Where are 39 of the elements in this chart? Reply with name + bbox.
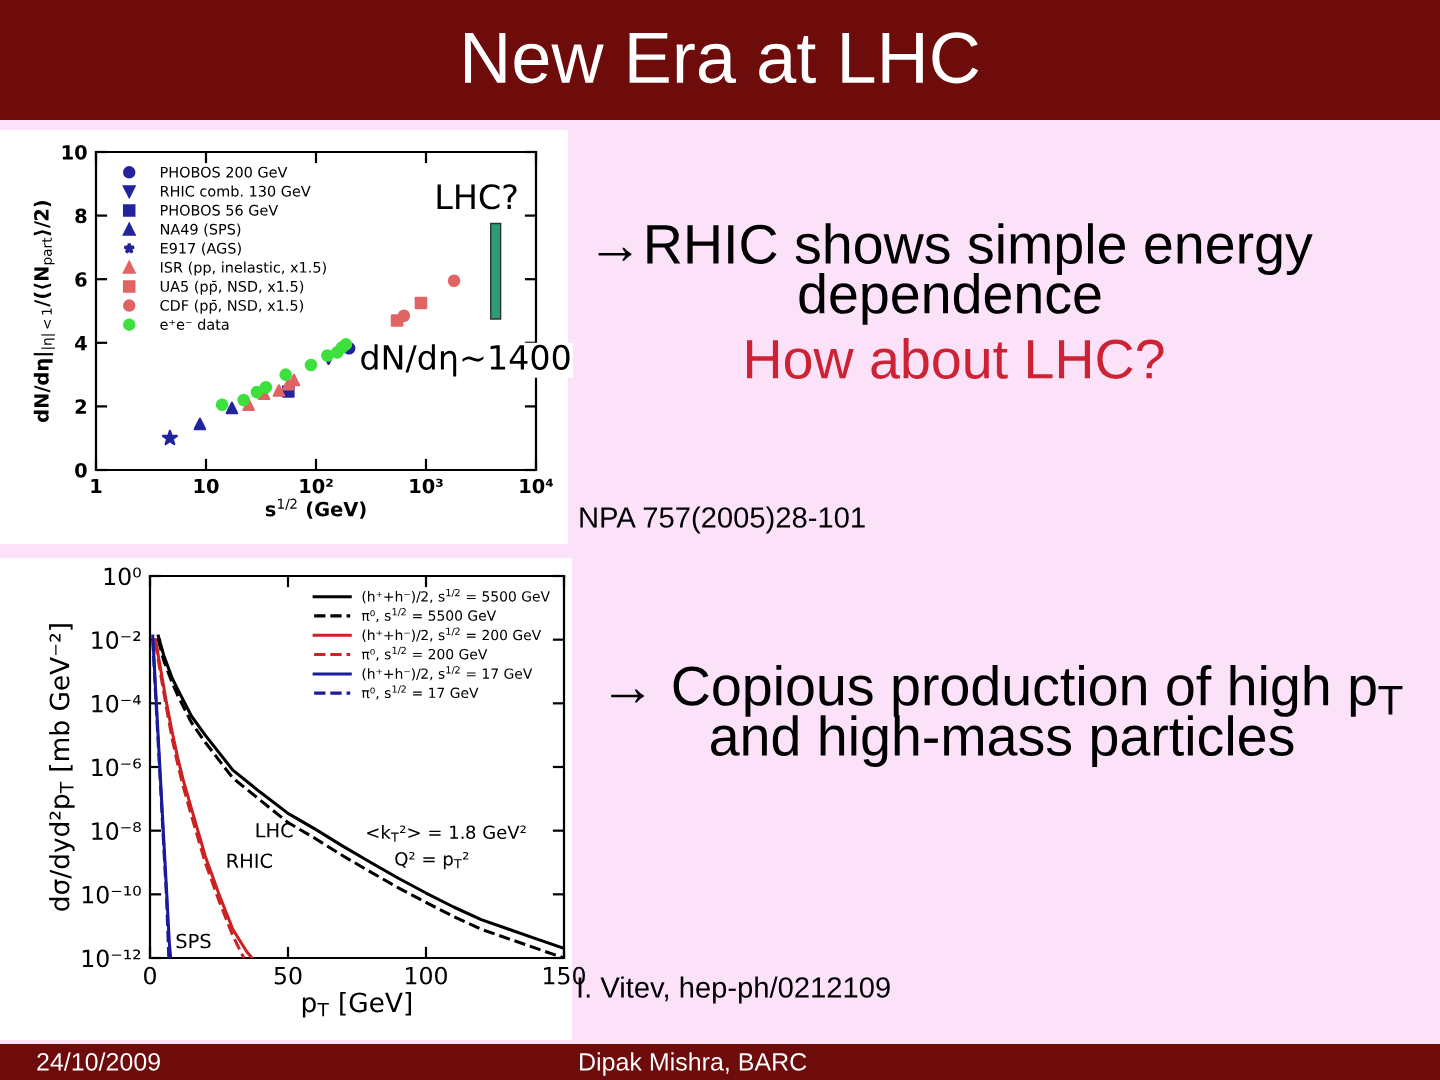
annotation: Q² = p$_{T}$²	[395, 851, 469, 870]
annotation: LHC	[256, 822, 293, 838]
x-tick-label: 10	[194, 478, 219, 494]
text: Dipak Mishra, BARC	[580, 1052, 807, 1076]
x-axis-title: p$_{T}$ [GeV]	[302, 991, 411, 1018]
y-tick-label: 6	[75, 272, 87, 287]
y-tick-label: 10⁻⁶	[92, 758, 141, 777]
y-tick-label: 10⁻¹²	[82, 949, 141, 968]
y-tick-label: 8	[75, 208, 87, 224]
x-tick-label: 10⁴	[520, 478, 553, 494]
y-tick-label: 10⁰	[104, 567, 141, 586]
y-tick-label: 10⁻²	[92, 631, 141, 649]
y-tick-label: 10⁻⁸	[92, 822, 141, 840]
x-tick-label: 100	[406, 966, 447, 985]
x-tick-label: 10³	[410, 478, 443, 494]
annotation: SPS	[176, 933, 211, 949]
y-tick-label: 0	[75, 462, 87, 478]
x-tick-label: 1	[91, 478, 102, 494]
x-tick-label: 10²	[300, 478, 333, 494]
y-tick-label: 4	[75, 336, 87, 351]
y-axis-title: dN/dη|$_{|η|<1}$/(⟨N$_{part}$⟩/2)	[33, 200, 55, 422]
x-tick-label: 50	[274, 966, 302, 985]
y-tick-label: 10⁻⁴	[92, 694, 141, 713]
text: How about LHC?	[747, 338, 1164, 379]
text: 24/10/2009	[37, 1052, 160, 1071]
text: NPA 757(2005)28-101	[580, 506, 865, 534]
x-tick-label: 0	[144, 966, 156, 985]
text: New Era at LHC	[465, 32, 979, 84]
y-axis-title: dσ/dyd²p$_{T}$ [mb GeV⁻²]	[49, 624, 75, 911]
y-tick-label: 2	[75, 399, 86, 414]
annotation: <k$_{T}$²> = 1.8 GeV²	[367, 825, 526, 842]
text: →RHIC shows simple energy dependence	[598, 223, 1313, 325]
x-axis-title: s$^{1/2}$ (GeV)	[265, 498, 366, 519]
y-tick-label: 10	[62, 144, 87, 160]
annotation: RHIC	[227, 853, 273, 869]
annotation: LHC?	[437, 184, 517, 210]
text: → Copious production of high p$_{T}$ and high-mass particles	[611, 665, 1403, 767]
y-tick-label: 10⁻¹⁰	[82, 885, 141, 904]
annotation: dN/dη~1400	[361, 344, 570, 377]
